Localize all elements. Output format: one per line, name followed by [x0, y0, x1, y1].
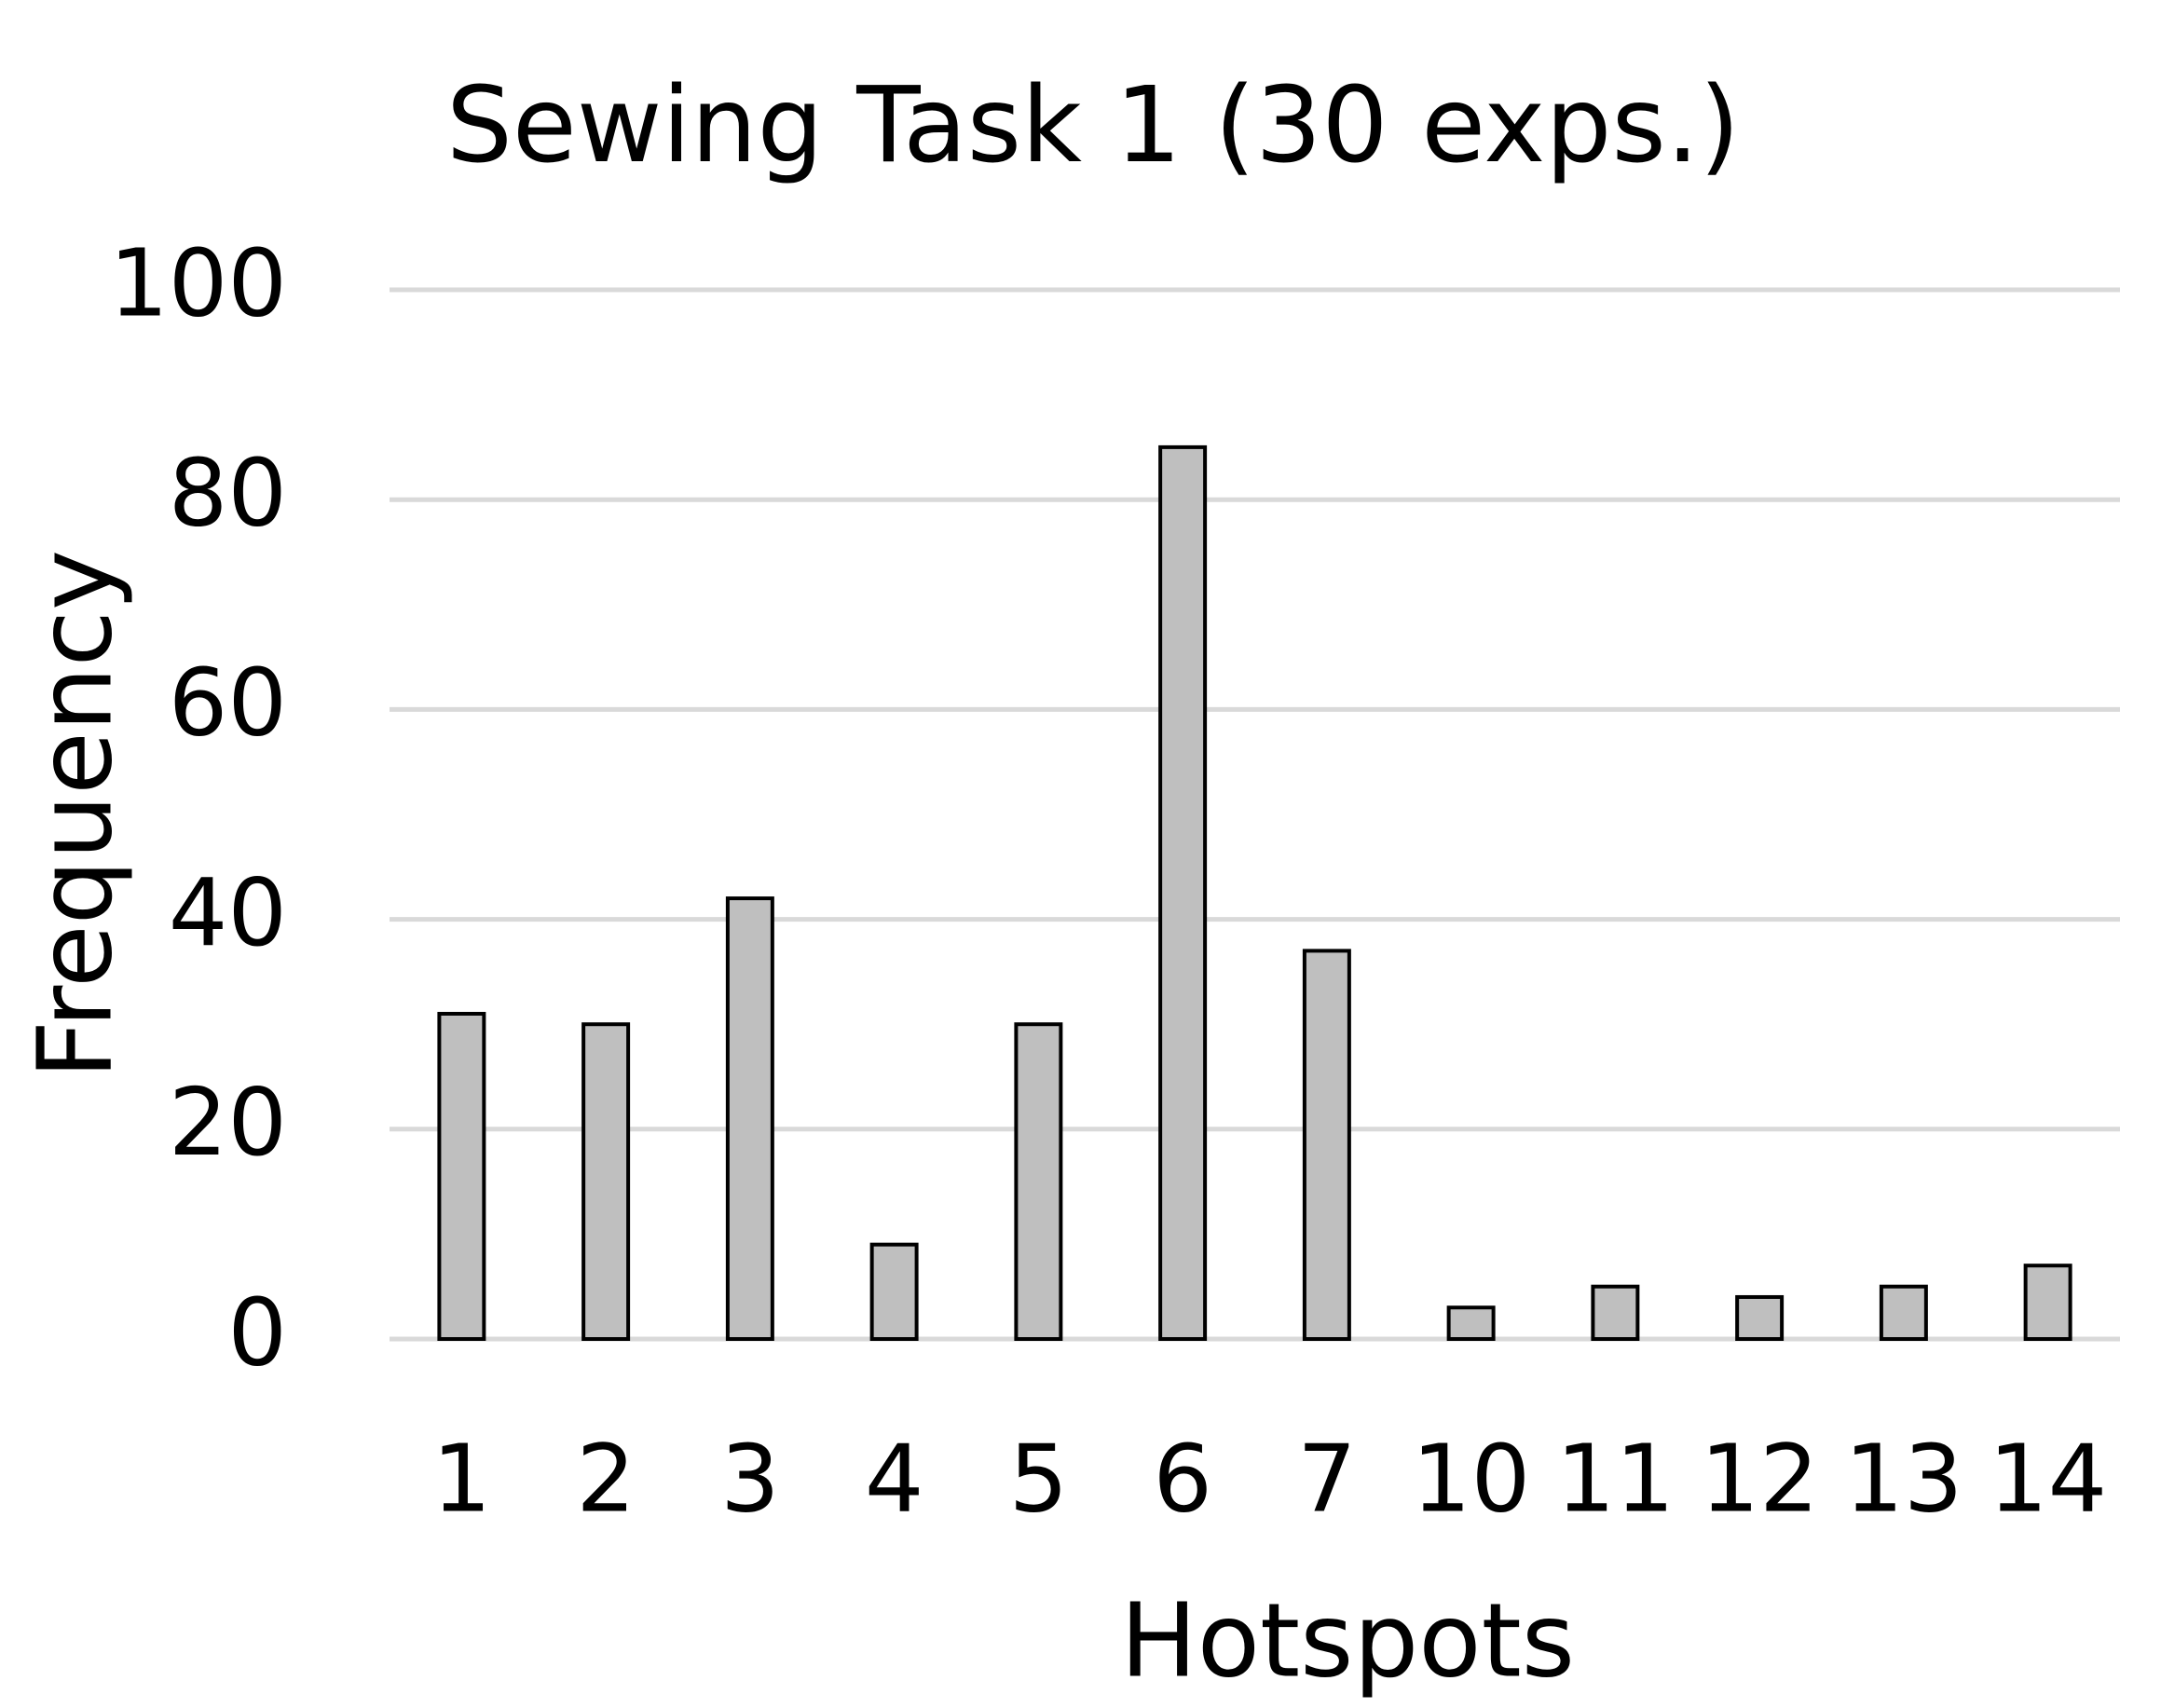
y-axis-label: Frequency: [15, 550, 134, 1079]
bar: [437, 1011, 486, 1341]
x-tick-label: 7: [1297, 1424, 1357, 1533]
bar: [1446, 1305, 1496, 1341]
bar: [725, 896, 774, 1342]
bar: [1158, 444, 1208, 1341]
x-tick-label: 4: [865, 1424, 924, 1533]
y-tick-label: 80: [169, 439, 287, 548]
bar: [581, 1022, 631, 1341]
chart-title: Sewing Task 1 (30 exps.): [446, 65, 1740, 186]
y-tick-label: 40: [169, 858, 287, 967]
bar: [1735, 1294, 1785, 1341]
bar: [869, 1242, 919, 1342]
y-tick-label: 100: [109, 228, 287, 337]
bar: [1591, 1284, 1640, 1341]
bar: [1014, 1022, 1063, 1341]
x-tick-label: 10: [1412, 1424, 1530, 1533]
x-tick-label: 12: [1701, 1424, 1819, 1533]
bar: [1879, 1284, 1928, 1341]
y-tick-label: 20: [169, 1068, 287, 1177]
bar: [1302, 949, 1351, 1341]
x-tick-label: 6: [1153, 1424, 1212, 1533]
x-tick-label: 13: [1844, 1424, 1963, 1533]
x-tick-label: 5: [1009, 1424, 1069, 1533]
x-axis-label: Hotspots: [1120, 1580, 1575, 1700]
x-tick-label: 14: [1989, 1424, 2107, 1533]
y-tick-label: 0: [227, 1278, 287, 1387]
x-tick-label: 2: [576, 1424, 636, 1533]
x-tick-label: 11: [1556, 1424, 1675, 1533]
y-tick-label: 60: [169, 649, 287, 758]
x-tick-label: 3: [720, 1424, 780, 1533]
bar: [2023, 1264, 2072, 1342]
x-tick-label: 1: [432, 1424, 492, 1533]
